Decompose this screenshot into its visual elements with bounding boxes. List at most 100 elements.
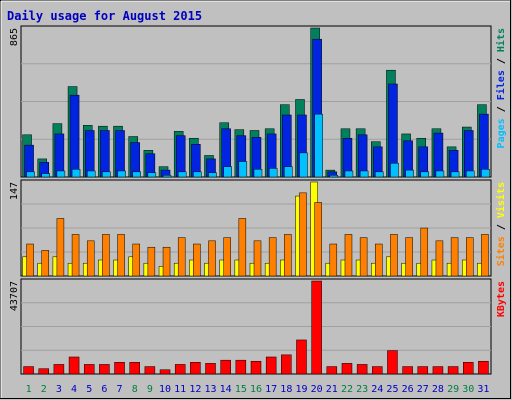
bar-kbytes-day-27 <box>417 366 429 375</box>
bar-sites-day-18 <box>284 234 292 277</box>
bar-kbytes-day-10 <box>159 369 171 375</box>
bar-sites-day-16 <box>253 240 262 277</box>
bar-sites-day-2 <box>41 250 49 277</box>
bar-kbytes-day-14 <box>220 359 231 375</box>
chart-panels: 865 Pages / Files / Hits 147 Sites / Visits… <box>9 25 507 375</box>
bar-kbytes-day-9 <box>144 366 156 375</box>
bar-sites-day-10 <box>162 246 171 277</box>
bar-sites-day-26 <box>405 237 413 277</box>
bar-kbytes-day-17 <box>265 356 277 375</box>
day-label-22: 22 <box>341 384 353 395</box>
bar-sites-day-3 <box>56 218 65 277</box>
bar-sites-day-4 <box>71 234 80 277</box>
bar-pages-day-27 <box>420 171 430 178</box>
bar-sites-day-23 <box>359 237 368 277</box>
bar-sites-day-15 <box>238 218 247 277</box>
panel-middle: 147 Sites / Visits <box>9 179 507 277</box>
bar-pages-day-9 <box>147 172 157 178</box>
bar-sites-day-11 <box>177 237 186 277</box>
bar-sites-day-21 <box>329 243 338 277</box>
bar-kbytes-day-15 <box>235 359 247 375</box>
day-label-27: 27 <box>417 384 429 395</box>
day-label-17: 17 <box>265 384 277 395</box>
bar-kbytes-day-4 <box>68 356 80 375</box>
legend-item-sites: Sites <box>495 236 507 266</box>
bar-sites-day-28 <box>435 240 444 277</box>
day-label-25: 25 <box>386 384 398 395</box>
bar-sites-day-31 <box>481 234 489 277</box>
y-axis-max-label: 43707 <box>9 281 20 311</box>
legend-item-files: Files <box>495 70 507 100</box>
bar-sites-day-6 <box>102 234 110 277</box>
day-label-13: 13 <box>204 384 216 395</box>
bar-sites-day-25 <box>390 234 398 277</box>
bar-kbytes-day-7 <box>114 362 125 375</box>
day-label-1: 1 <box>26 384 32 395</box>
bar-sites-day-30 <box>466 237 474 277</box>
bar-kbytes-day-19 <box>296 339 307 375</box>
panel-bottom: 43707 KBytes <box>9 278 507 375</box>
bar-sites-day-1 <box>26 243 34 277</box>
day-label-2: 2 <box>41 384 47 395</box>
bar-pages-day-30 <box>466 170 475 178</box>
bar-pages-day-4 <box>71 168 81 178</box>
legend-top: Pages / Files / Hits <box>495 28 507 148</box>
bar-kbytes-day-6 <box>99 364 110 375</box>
day-label-21: 21 <box>326 384 338 395</box>
day-label-29: 29 <box>447 384 459 395</box>
bar-files-day-30 <box>464 130 474 178</box>
bar-pages-day-6 <box>102 171 111 178</box>
bar-sites-day-5 <box>86 240 95 277</box>
bar-sites-day-13 <box>208 240 216 277</box>
bar-kbytes-day-31 <box>478 360 489 375</box>
day-label-9: 9 <box>147 384 153 395</box>
bar-kbytes-day-3 <box>53 364 65 375</box>
legend-separator: / <box>496 52 507 70</box>
day-label-11: 11 <box>174 384 186 395</box>
bar-kbytes-day-1 <box>23 366 34 375</box>
bar-pages-day-10 <box>162 175 172 178</box>
day-label-26: 26 <box>402 384 414 395</box>
day-label-10: 10 <box>159 384 171 395</box>
bar-sites-day-8 <box>132 243 140 277</box>
bar-kbytes-day-25 <box>387 350 398 375</box>
day-label-31: 31 <box>477 384 489 395</box>
bar-kbytes-day-2 <box>38 368 49 375</box>
bar-files-day-23 <box>357 134 368 178</box>
bar-files-day-11 <box>175 135 186 178</box>
bar-kbytes-day-24 <box>372 366 383 375</box>
day-label-16: 16 <box>250 384 262 395</box>
bar-pages-day-5 <box>86 170 96 178</box>
bar-pages-day-23 <box>359 170 369 178</box>
day-label-30: 30 <box>462 384 474 395</box>
bar-kbytes-day-5 <box>83 364 95 375</box>
bar-pages-day-8 <box>132 171 141 178</box>
bar-pages-day-2 <box>41 173 50 178</box>
bar-kbytes-day-11 <box>174 364 186 375</box>
day-label-20: 20 <box>311 384 323 395</box>
bar-pages-day-31 <box>481 168 490 178</box>
bar-pages-day-26 <box>405 169 414 178</box>
bar-pages-day-21 <box>329 175 339 178</box>
bar-sites-day-29 <box>450 237 459 277</box>
panel-top: 865 Pages / Files / Hits <box>9 25 507 178</box>
day-label-19: 19 <box>295 384 307 395</box>
bar-pages-day-22 <box>344 170 354 178</box>
day-label-15: 15 <box>235 384 247 395</box>
day-label-24: 24 <box>371 384 383 395</box>
day-label-14: 14 <box>220 384 232 395</box>
day-label-28: 28 <box>432 384 444 395</box>
bar-kbytes-day-16 <box>250 360 262 375</box>
bar-pages-day-18 <box>284 166 293 178</box>
day-label-5: 5 <box>86 384 92 395</box>
bar-files-day-31 <box>479 113 489 178</box>
bar-sites-day-20 <box>314 202 322 277</box>
bar-pages-day-17 <box>268 168 278 178</box>
legend-item-visits: Visits <box>495 182 507 218</box>
bar-pages-day-13 <box>208 172 217 178</box>
bar-pages-day-24 <box>375 171 384 178</box>
day-label-18: 18 <box>280 384 292 395</box>
day-label-12: 12 <box>189 384 201 395</box>
bar-kbytes-day-21 <box>326 366 338 375</box>
bar-sites-day-12 <box>193 243 201 277</box>
